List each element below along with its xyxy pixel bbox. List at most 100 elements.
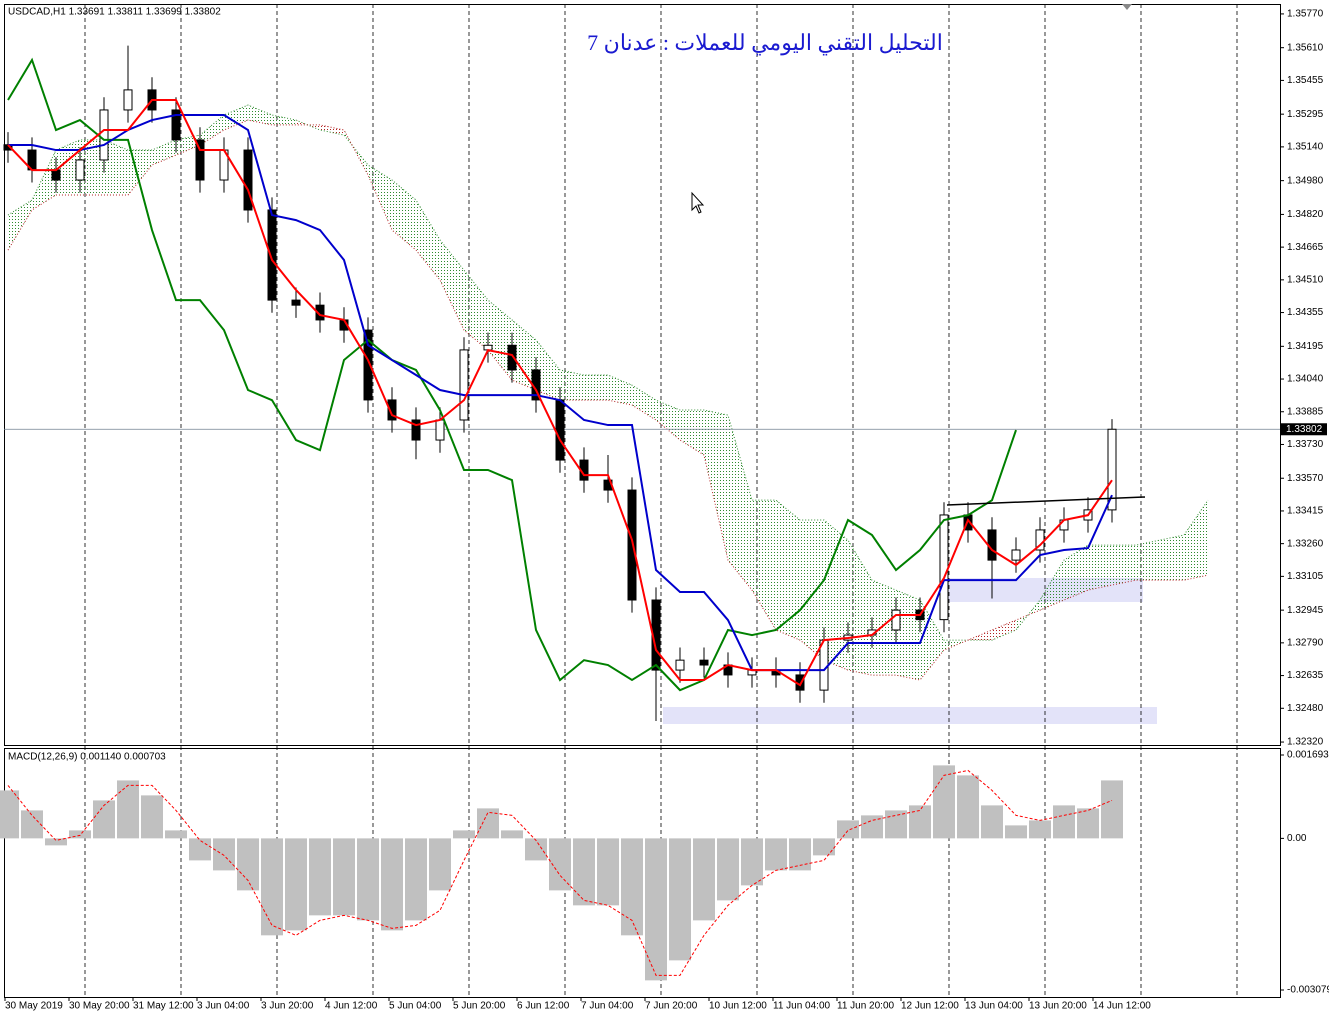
macd-bar [813,838,835,856]
y-tick-label: 1.35770 [1287,9,1324,20]
macd-bar [957,775,979,839]
candle-body [555,399,565,461]
y-tick-label: 1.34820 [1287,209,1324,220]
macd-bar [573,838,595,906]
macd-bar [285,838,307,931]
trend-line[interactable] [946,496,1146,506]
candle-body [675,659,685,671]
macd-bar [1053,805,1075,839]
macd-panel-frame [4,748,1281,998]
macd-bar [669,838,691,961]
cloud-segment [320,124,344,136]
y-tick-label: 1.33885 [1287,406,1324,417]
macd-bar [381,838,403,931]
last-price-box [1281,423,1327,436]
y-tick-label: 1.35295 [1287,109,1324,120]
candle-body [315,304,325,321]
macd-bar [477,808,499,839]
x-tick-label: 30 May 2019 [5,1001,63,1012]
candle-body [507,344,517,371]
cloud-segment [728,415,752,591]
cloud-segment [608,375,632,405]
cloud-segment [992,620,1016,641]
candle-body [1107,428,1117,511]
cloud-segment [1184,500,1208,581]
candle-body [123,89,133,111]
cloud-segment [1136,540,1160,581]
mouse-cursor [691,191,705,214]
y-tick-label: 1.35140 [1287,142,1324,153]
x-tick-label: 13 Jun 04:00 [965,1001,1023,1012]
x-tick-label: 4 Jun 12:00 [325,1001,378,1012]
cloud-segment [416,200,440,281]
cloud-segment [1112,545,1136,586]
macd-bar [981,805,1003,839]
y-tick-label: 1.34510 [1287,274,1324,285]
macd-bar [837,820,859,839]
macd-bar [357,838,379,921]
macd-bar [213,838,235,871]
macd-bar [717,838,739,901]
cloud-segment [560,369,584,401]
cloud-segment [464,270,488,351]
cloud-segment [224,105,248,130]
cloud-segment [1160,535,1184,581]
macd-bar [309,838,331,916]
tenkan-line [7,99,1113,687]
cloud-segment [176,135,200,156]
last-price-label: 1.33802 [1286,424,1323,435]
macd-bar [525,838,547,861]
x-tick-label: 7 Jun 20:00 [645,1001,698,1012]
cloud-segment [368,165,392,231]
candle-body [387,399,397,421]
candle-body [819,639,829,691]
cloud-segment [536,339,560,401]
cloud-segment [32,150,56,210]
candle-body [363,329,373,401]
cloud-segment [920,600,944,680]
cloud-segment [848,540,872,676]
chart-content: 1.35770 1.35610 1.35455 1.35295 1.35140 1.349… [0,4,1329,1012]
cloud-segment [632,385,656,420]
macd-bar [621,838,643,936]
candle-body [939,514,949,621]
chart-title: التحليل التقني اليومي للعملات : عدنان 7 [587,30,943,56]
shift-marker[interactable] [1122,4,1132,10]
y-tick-label: 1.32320 [1287,737,1324,748]
macd-bar [453,830,475,839]
candle-body [195,139,205,181]
macd-bar [549,838,571,891]
macd-bar [909,805,931,839]
cloud-segment [1088,545,1112,591]
macd-bar [165,830,187,839]
candle-body [171,109,181,141]
cloud-segment [104,139,128,196]
candle-body [411,419,421,441]
macd-bar [597,838,619,906]
cloud-segment [1064,545,1088,601]
macd-bar [93,800,115,839]
y-tick-label: 1.32635 [1287,670,1324,681]
macd-bar [741,838,763,886]
cloud-segment [752,500,776,630]
cloud-segment [200,115,224,145]
macd-bar [1101,780,1123,839]
candle-body [699,659,709,666]
candle-body [51,169,61,181]
cloud-segment [584,375,608,401]
y-tick-label: 1.32790 [1287,637,1324,648]
y-tick-label: 1.34665 [1287,242,1324,253]
candle-body [1011,549,1021,561]
x-tick-label: 5 Jun 04:00 [389,1001,442,1012]
chikou-line [7,57,1017,692]
macd-bar [765,838,787,871]
cloud-segment [392,180,416,251]
macd-bar [861,815,883,839]
cloud-segment [152,139,176,166]
macd-bar [69,830,91,839]
macd-bar [789,838,811,871]
y-tick-label: 1.35455 [1287,75,1324,86]
cloud-segment [656,400,680,441]
y-tick-label: 1.34355 [1287,307,1324,318]
